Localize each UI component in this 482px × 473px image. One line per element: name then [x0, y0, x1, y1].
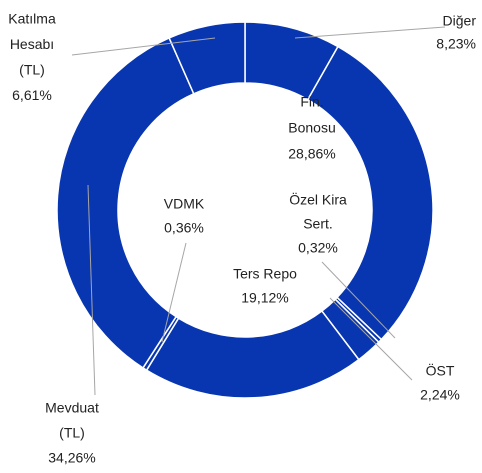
data-label-value: 0,36%: [164, 220, 204, 236]
data-label-name: Mevduat: [45, 400, 99, 416]
data-label-name: Bonosu: [288, 120, 335, 136]
data-label-name: ÖST: [426, 362, 455, 379]
data-label-value: 28,86%: [288, 146, 335, 162]
data-label-name: Özel Kira: [289, 191, 347, 208]
leader-line: [87, 184, 96, 396]
data-label-name: Ters Repo: [233, 266, 297, 282]
data-label-name: Diğer: [443, 13, 477, 29]
data-label-value: 8,23%: [436, 36, 476, 52]
data-label-value: 2,24%: [420, 387, 460, 403]
donut-segment: [168, 21, 246, 95]
leader-line: [161, 242, 187, 343]
data-label-name: VDMK: [164, 196, 205, 212]
donut-segment: [306, 45, 434, 341]
leader-lines: [71, 26, 446, 396]
data-label-value: 34,26%: [48, 450, 95, 466]
data-label-name: Hesabı: [10, 36, 54, 52]
data-label-value: 19,12%: [241, 290, 288, 306]
donut: [56, 21, 434, 399]
donut-segment: [145, 310, 360, 399]
leader-line: [321, 261, 396, 339]
data-label-name: Sert.: [303, 216, 333, 232]
leader-line: [71, 37, 216, 56]
leader-line: [329, 297, 413, 381]
data-label-name: (TL): [59, 425, 85, 441]
leader-line: [294, 26, 446, 39]
data-label-value: 6,61%: [12, 87, 52, 103]
data-label-name: (TL): [19, 62, 45, 78]
data-label-name: Katılma: [8, 11, 56, 27]
data-label-value: 0,32%: [298, 240, 338, 256]
data-label-name: Fin.: [300, 94, 323, 110]
